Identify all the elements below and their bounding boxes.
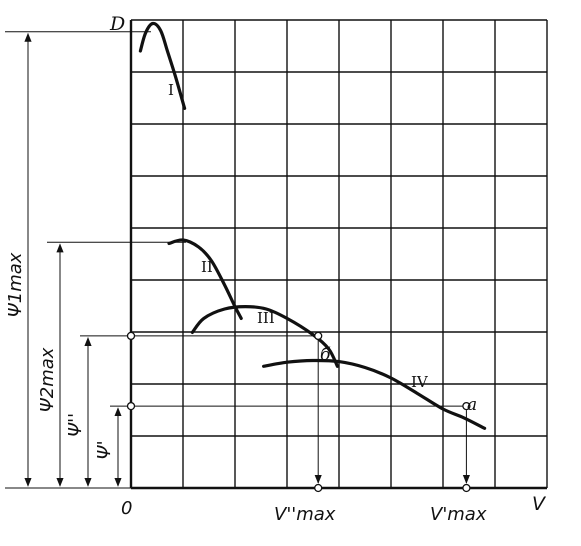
x-mark-marker-1 xyxy=(462,483,471,493)
dimension-lines xyxy=(5,31,470,489)
series-curve-I xyxy=(138,21,187,110)
grid xyxy=(129,19,548,490)
axis-level-marker-1 xyxy=(126,401,136,411)
point-marks xyxy=(126,331,471,493)
level-label-psi2max: Ψ2max xyxy=(37,347,58,412)
level-label-psi1max: Ψ1max xyxy=(5,252,26,317)
x-mark-label-v1max: V'max xyxy=(430,504,487,525)
x-axis-label: V xyxy=(532,493,547,515)
axis-level-marker-0 xyxy=(126,331,136,341)
point-marker-1 xyxy=(462,401,471,411)
point-marker-0 xyxy=(314,331,323,341)
point-label-b: б xyxy=(320,345,331,365)
series-label-III: III xyxy=(257,309,275,327)
series-label-I: I xyxy=(168,81,174,99)
level-label-psi1: Ψ' xyxy=(94,440,115,459)
series-curve-III xyxy=(190,304,339,368)
series-label-II: II xyxy=(201,258,213,276)
series-label-IV: IV xyxy=(411,373,429,391)
x-mark-marker-0 xyxy=(314,483,323,493)
series-curve-IV xyxy=(262,358,487,430)
series-curves xyxy=(138,21,487,430)
y-axis-label: D xyxy=(109,13,125,35)
x-mark-label-v2max: V''max xyxy=(274,504,336,525)
level-label-psi2: Ψ'' xyxy=(65,413,86,437)
origin-label: 0 xyxy=(121,498,132,519)
point-label-a: a xyxy=(467,395,477,415)
